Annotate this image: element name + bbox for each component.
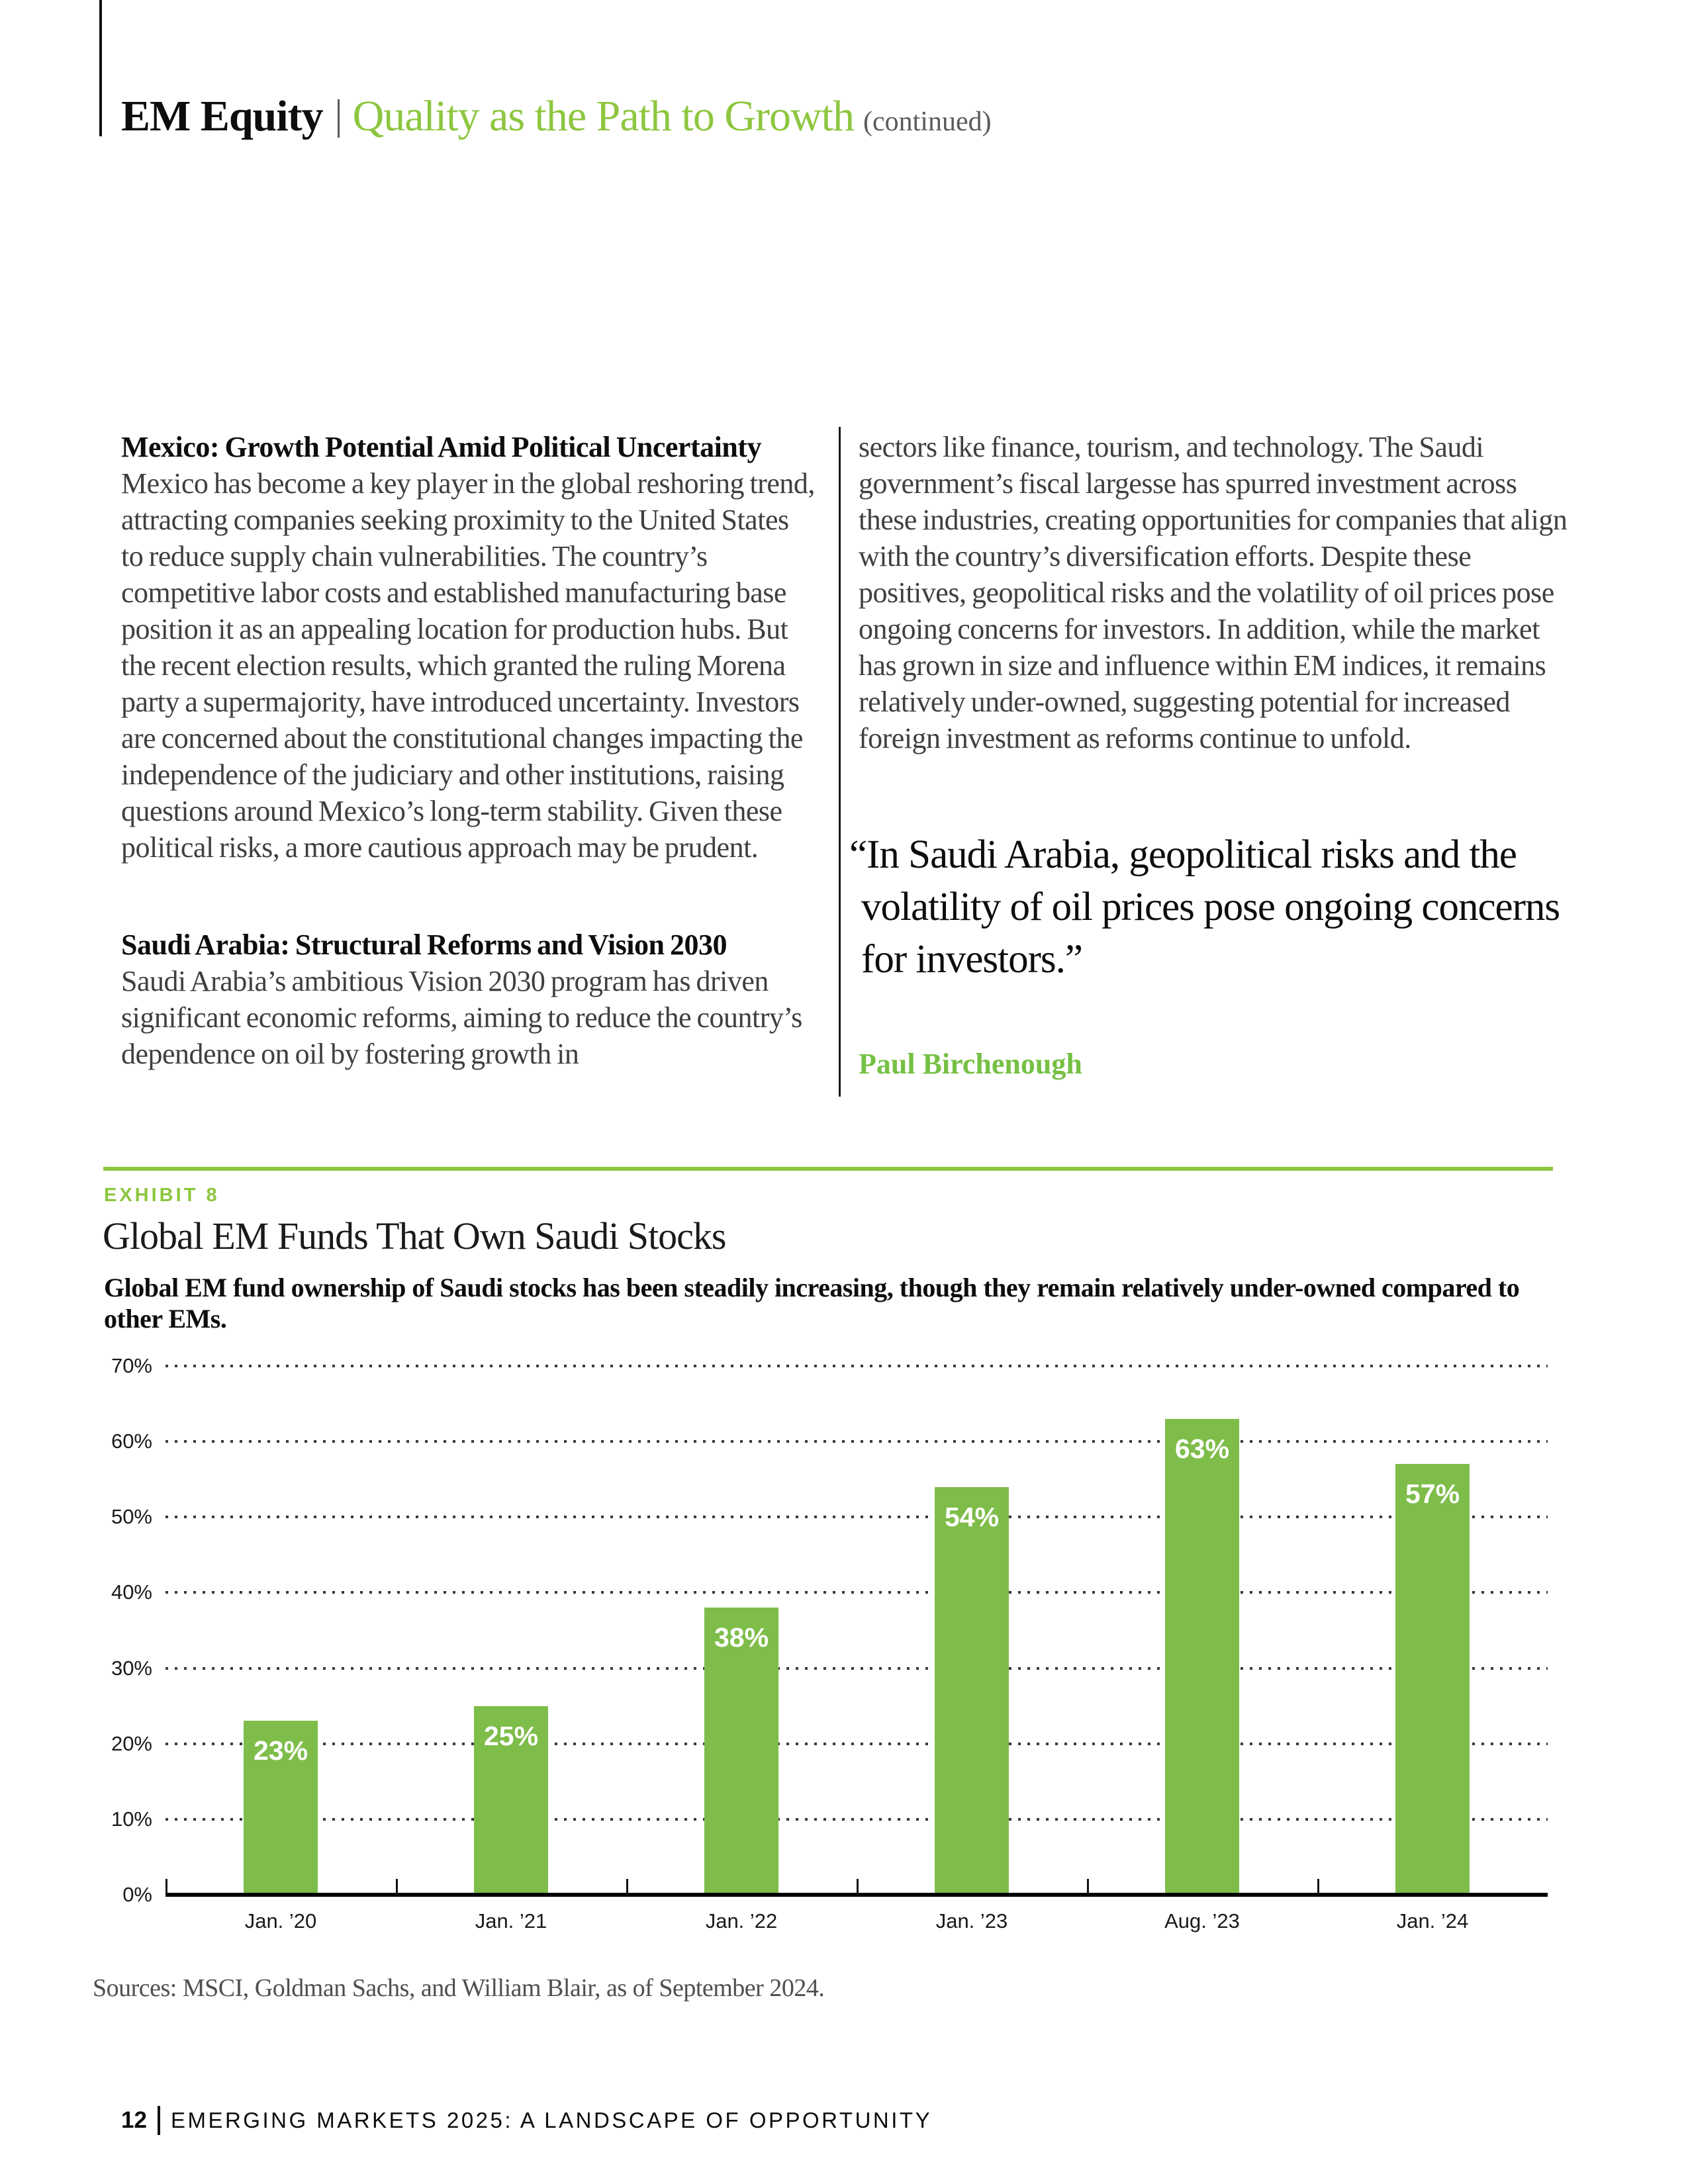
bar-Jan. ’22 bbox=[704, 1608, 778, 1895]
axis-tick bbox=[1317, 1879, 1319, 1895]
y-tick-label: 0% bbox=[122, 1883, 152, 1906]
x-axis-line bbox=[165, 1893, 1548, 1897]
column-divider-rule bbox=[839, 427, 841, 1097]
axis-tick bbox=[1087, 1879, 1089, 1895]
x-tick-label: Jan. ’24 bbox=[1396, 1909, 1469, 1933]
left-column-section-saudi: Saudi Arabia: Structural Reforms and Vis… bbox=[121, 927, 816, 1072]
chart: 0% 10% 20% 30% 40% 50% 60% 70% 23% Jan. ’20 25% Jan… bbox=[104, 1350, 1554, 1946]
saudi-heading: Saudi Arabia: Structural Reforms and Vis… bbox=[121, 929, 727, 961]
y-tick-label: 50% bbox=[111, 1505, 152, 1529]
footer-divider-rule bbox=[157, 2106, 160, 2135]
saudi-paragraph: Saudi Arabia’s ambitious Vision 2030 pro… bbox=[121, 965, 802, 1070]
sources-note: Sources: MSCI, Goldman Sachs, and Willia… bbox=[93, 1974, 825, 2002]
gridline-30 bbox=[165, 1666, 1548, 1670]
bar-Jan. ’23 bbox=[935, 1486, 1009, 1895]
gridline-70 bbox=[165, 1365, 1548, 1367]
right-column-paragraph: sectors like finance, tourism, and techn… bbox=[859, 431, 1568, 754]
y-tick-label: 30% bbox=[111, 1656, 152, 1680]
bar-value-label: 54% bbox=[944, 1501, 1000, 1532]
gridline-20 bbox=[165, 1742, 1548, 1745]
y-tick-label: 10% bbox=[111, 1807, 152, 1831]
mexico-paragraph: Mexico has become a key player in the gl… bbox=[121, 467, 815, 864]
bar-value-label: 23% bbox=[253, 1735, 308, 1766]
exhibit-title: Global EM Funds That Own Saudi Stocks bbox=[103, 1214, 726, 1257]
x-tick-label: Jan. ’22 bbox=[705, 1909, 778, 1933]
gridline-10 bbox=[165, 1817, 1548, 1821]
x-tick-label: Jan. ’21 bbox=[475, 1909, 547, 1933]
bar-Jan. ’24 bbox=[1395, 1464, 1470, 1895]
mexico-heading: Mexico: Growth Potential Amid Political … bbox=[121, 431, 761, 463]
x-tick-label: Jan. ’20 bbox=[244, 1909, 317, 1933]
header-continued-note: (continued) bbox=[863, 107, 992, 137]
y-tick-label: 20% bbox=[111, 1731, 152, 1755]
gridline-40 bbox=[165, 1591, 1548, 1594]
left-column-section-mexico: Mexico: Growth Potential Amid Political … bbox=[121, 429, 816, 866]
page-number: 12 bbox=[121, 2107, 147, 2133]
bar-Jan. ’21 bbox=[474, 1706, 548, 1895]
exhibit-subtitle: Global EM fund ownership of Saudi stocks… bbox=[104, 1273, 1520, 1334]
footer-report-title: EMERGING MARKETS 2025: A LANDSCAPE OF OP… bbox=[170, 2108, 933, 2132]
y-tick-label: 60% bbox=[111, 1430, 152, 1453]
exhibit-number-label: EXHIBIT 8 bbox=[104, 1185, 220, 1206]
bar-value-label: 25% bbox=[483, 1720, 539, 1751]
pull-quote-attribution: Paul Birchenough bbox=[859, 1048, 1082, 1080]
pull-quote: “In Saudi Arabia, geopolitical risks and… bbox=[849, 833, 1560, 981]
bar-value-label: 38% bbox=[714, 1622, 769, 1653]
bar-value-label: 63% bbox=[1174, 1433, 1230, 1464]
page-footer: 12 EMERGING MARKETS 2025: A LANDSCAPE OF… bbox=[121, 2106, 932, 2135]
bar-Jan. ’20 bbox=[244, 1721, 318, 1895]
y-tick-label: 70% bbox=[111, 1354, 152, 1377]
axis-tick bbox=[857, 1879, 859, 1895]
exhibit-top-rule bbox=[103, 1167, 1553, 1171]
page-corner-rule bbox=[99, 0, 102, 136]
bar-value-label: 57% bbox=[1405, 1479, 1460, 1510]
axis-tick bbox=[626, 1879, 628, 1895]
header-article-title: Quality as the Path to Growth bbox=[352, 92, 855, 140]
page-header: EM Equity Quality as the Path to Growth … bbox=[121, 91, 992, 142]
header-section-title: EM Equity bbox=[121, 92, 324, 140]
bar-Aug. ’23 bbox=[1165, 1418, 1239, 1895]
gridline-60 bbox=[165, 1440, 1548, 1443]
y-tick-label: 40% bbox=[111, 1580, 152, 1604]
header-divider-rule bbox=[337, 99, 340, 138]
gridline-50 bbox=[165, 1516, 1548, 1519]
axis-corner-tick bbox=[165, 1879, 167, 1895]
x-tick-label: Aug. ’23 bbox=[1164, 1909, 1240, 1933]
axis-tick bbox=[396, 1879, 398, 1895]
x-tick-label: Jan. ’23 bbox=[935, 1909, 1008, 1933]
